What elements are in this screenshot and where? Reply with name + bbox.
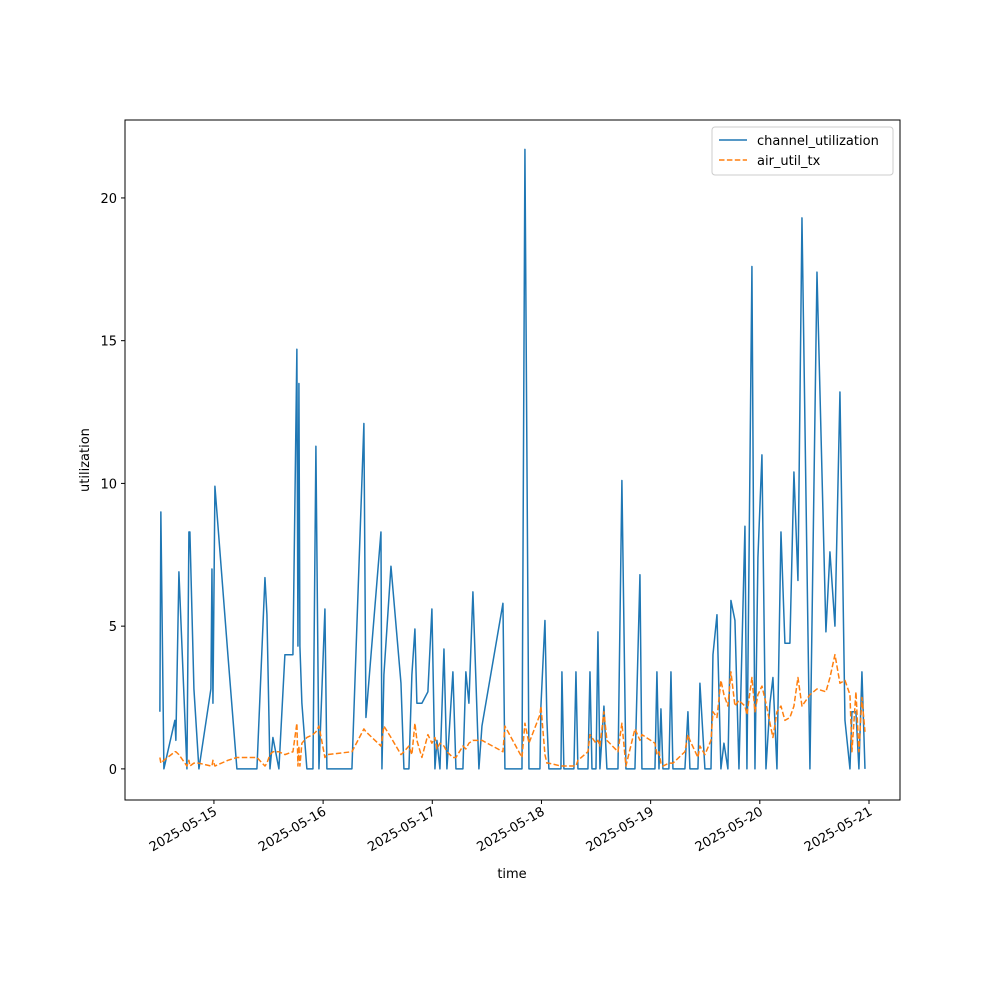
y-tick-label: 0 <box>109 763 117 778</box>
y-tick-label: 5 <box>109 620 117 635</box>
y-tick-label: 20 <box>100 192 117 207</box>
legend: channel_utilization air_util_tx <box>711 126 894 176</box>
y-axis-label: utilization <box>78 428 93 492</box>
plot-area <box>125 120 900 800</box>
axes-frame <box>124 119 901 801</box>
y-tick-label: 10 <box>100 477 117 492</box>
series-line <box>159 148 866 770</box>
x-tick-label: 2025-05-17 <box>365 804 438 855</box>
x-tick-label: 2025-05-20 <box>693 804 766 855</box>
x-tick-label: 2025-05-16 <box>256 804 329 855</box>
x-tick-label: 2025-05-15 <box>147 804 220 855</box>
legend-box <box>711 126 894 176</box>
x-tick-label: 2025-05-19 <box>584 804 657 855</box>
x-axis-label: time <box>497 867 526 882</box>
x-tick-label: 2025-05-21 <box>802 804 875 855</box>
legend-label: channel_utilization <box>757 134 879 149</box>
y-tick-label: 15 <box>100 335 117 350</box>
legend-label: air_util_tx <box>757 154 821 169</box>
x-tick-label: 2025-05-18 <box>475 804 548 855</box>
series-line <box>159 653 866 767</box>
